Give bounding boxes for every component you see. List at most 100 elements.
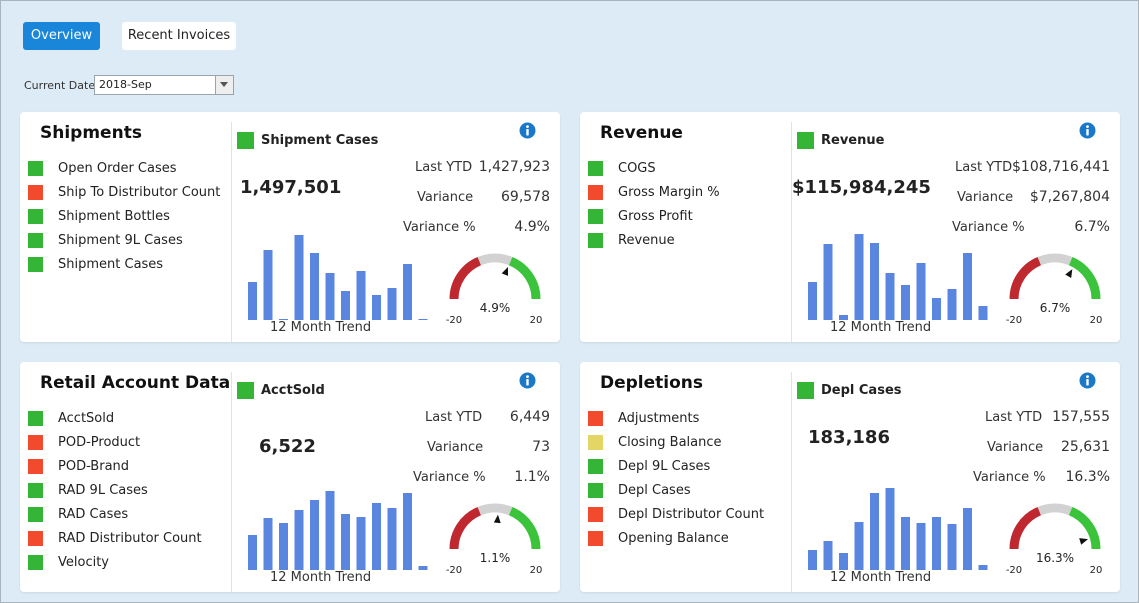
list-item[interactable]: POD-Brand [28,454,202,478]
list-item-label: Opening Balance [618,530,729,546]
list-item[interactable]: Closing Balance [588,430,764,454]
status-indicator [588,410,603,426]
trend-bar [963,253,972,320]
tab-recent-invoices[interactable]: Recent Invoices [122,22,236,50]
gauge-pointer [1065,269,1073,279]
gauge-neutral-band [477,253,513,266]
status-indicator [588,232,603,248]
trend-bar [341,514,350,570]
list-item[interactable]: Opening Balance [588,526,764,550]
tab-overview[interactable]: Overview [23,22,100,50]
trend-bar [901,517,910,570]
trend-bar [310,253,319,320]
trend-bar [310,500,319,570]
list-item[interactable]: Adjustments [588,406,764,430]
info-icon[interactable] [1079,122,1096,139]
gauge-min-label: -20 [446,315,462,326]
list-item[interactable]: Depl Cases [588,478,764,502]
trend-bar [387,288,397,320]
trend-bar [808,550,817,570]
trend-bar [387,508,397,570]
list-item[interactable]: Velocity [28,550,202,574]
list-item-label: Depl Cases [618,482,691,498]
variance-label: Variance [987,440,1044,455]
metric-list: Adjustments Closing Balance Depl 9L Case… [588,406,764,550]
list-item-label: Gross Margin % [618,184,720,200]
variance-pct-value: 6.7% [1074,219,1110,235]
metric-value: $115,984,245 [792,177,931,198]
trend-bar [403,264,412,320]
gauge-max-label: 20 [530,565,543,576]
list-item[interactable]: RAD Distributor Count [28,526,202,550]
list-item[interactable]: POD-Product [28,430,202,454]
trend-label: 12 Month Trend [830,570,932,585]
panel-title: Revenue [600,123,683,143]
trend-bar [839,553,848,570]
gauge-neutral-band [477,503,513,516]
gauge-red-band [1009,506,1042,550]
list-item[interactable]: Ship To Distributor Count [28,180,220,204]
list-item-label: Revenue [618,232,675,248]
gauge-green-band [1068,506,1101,550]
trend-label: 12 Month Trend [270,570,372,585]
list-item[interactable]: AcctSold [28,406,202,430]
variance-pct-value: 1.1% [514,469,550,485]
list-item-label: RAD Cases [58,506,129,522]
trend-bar [325,491,335,570]
list-item[interactable]: Gross Margin % [588,180,720,204]
list-item-label: Depl 9L Cases [618,458,711,474]
trend-bar [325,273,335,320]
info-icon[interactable] [519,122,536,139]
status-indicator [28,256,43,272]
list-item[interactable]: Shipment Bottles [28,204,220,228]
list-item[interactable]: Shipment Cases [28,252,220,276]
info-icon[interactable] [519,372,536,389]
variance-gauge: 16.3% -20 20 [1006,503,1102,576]
panel-divider [791,372,792,592]
variance-pct-label: Variance % [403,220,476,235]
gauge-green-band [508,256,541,300]
metric-list: COGS Gross Margin % Gross Profit Revenue [588,156,720,252]
trend-bar [248,282,257,320]
variance-pct-label: Variance % [973,470,1046,485]
list-item[interactable]: Depl Distributor Count [588,502,764,526]
trend-bar [947,289,957,320]
variance-value: 69,578 [501,189,550,205]
current-date-select[interactable]: 2018-Sep [94,75,234,95]
variance-pct-label: Variance % [952,220,1025,235]
list-item[interactable]: COGS [588,156,720,180]
trend-bar [839,315,848,320]
metric-list: Open Order Cases Ship To Distributor Cou… [28,156,220,276]
panel-divider [231,372,232,592]
gauge-min-label: -20 [1006,315,1022,326]
list-item[interactable]: Revenue [588,228,720,252]
trend-label: 12 Month Trend [830,320,932,335]
list-item-label: RAD Distributor Count [58,530,202,546]
status-indicator [237,132,254,149]
list-item[interactable]: Depl 9L Cases [588,454,764,478]
panel-title: Depletions [600,373,704,393]
list-item[interactable]: Open Order Cases [28,156,220,180]
list-item[interactable]: Shipment 9L Cases [28,228,220,252]
status-indicator [28,458,43,474]
trend-bar [978,565,988,570]
list-item-label: Shipment Bottles [58,208,170,224]
chevron-down-icon[interactable] [215,76,233,94]
status-indicator [28,232,43,248]
status-indicator [28,160,43,176]
status-indicator [28,554,43,570]
last-ytd-value: 157,555 [1052,409,1110,425]
list-item-label: Gross Profit [618,208,693,224]
trend-bar [808,282,817,320]
selected-metric-header: Depl Cases [797,382,902,399]
last-ytd-value: 1,427,923 [478,159,550,175]
info-icon[interactable] [1079,372,1096,389]
list-item-label: POD-Product [58,434,141,450]
status-indicator [588,506,603,522]
list-item[interactable]: Gross Profit [588,204,720,228]
list-item[interactable]: RAD Cases [28,502,202,526]
variance-value: $7,267,804 [1029,189,1110,205]
list-item[interactable]: RAD 9L Cases [28,478,202,502]
metric-value: 183,186 [808,427,890,448]
trend-bar [916,523,926,570]
